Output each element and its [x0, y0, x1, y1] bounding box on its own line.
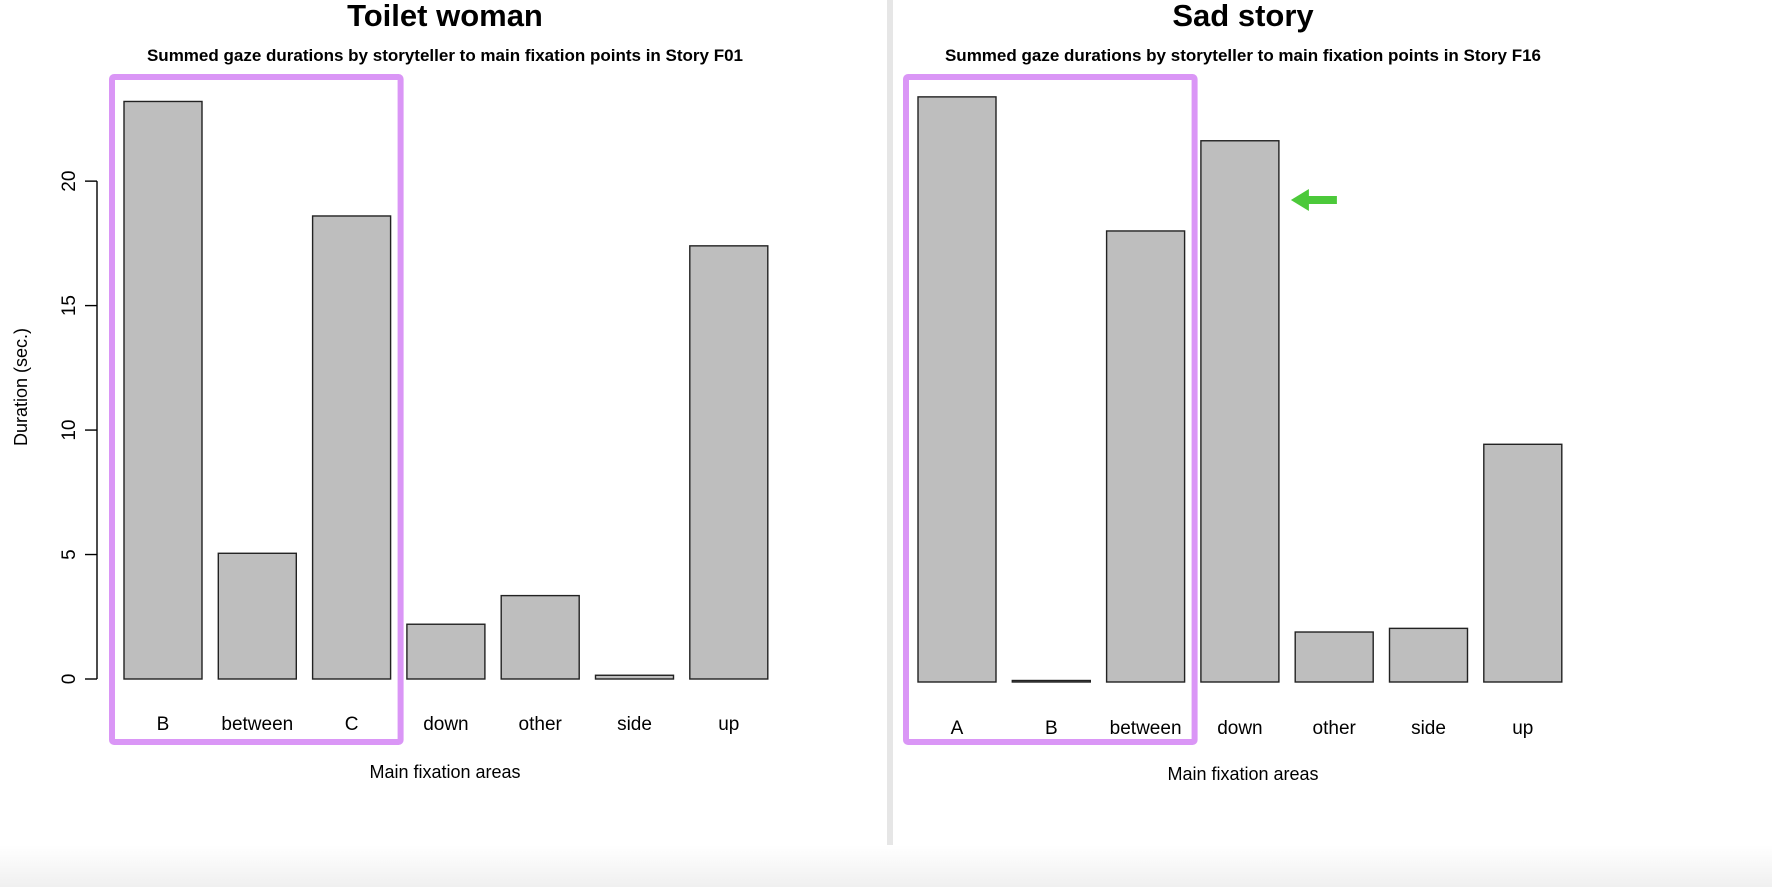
right-green-arrow-icon: [1290, 189, 1337, 211]
left-category-label-other: other: [519, 714, 563, 735]
right-highlight-box: [903, 74, 1198, 745]
right-bar-other: [1294, 631, 1374, 683]
left-bar-down: [406, 623, 486, 680]
left-chart-heading: Toilet woman: [347, 0, 543, 33]
left-category-label-up: up: [718, 714, 739, 735]
left-category-label-side: side: [617, 714, 652, 735]
chart-left-svg: Toilet woman Summed gaze durations by sto…: [11, 0, 769, 782]
chart-right-svg: Sad story Summed gaze durations by storyt…: [903, 0, 1563, 784]
right-category-label-A: A: [951, 718, 964, 739]
arrow-shaft: [1306, 196, 1337, 204]
right-category-label-side: side: [1411, 718, 1446, 739]
arrow-head: [1290, 189, 1309, 211]
left-bar-other: [500, 594, 580, 680]
left-bar-up: [689, 245, 769, 680]
left-bar-side: [594, 674, 675, 680]
left-y-tick-label-20: 20: [59, 171, 80, 192]
left-bar-C: [311, 215, 392, 680]
left-x-axis-title: Main fixation areas: [369, 762, 520, 782]
right-bar-A: [917, 96, 997, 683]
left-bar-B: [123, 100, 203, 680]
right-category-label-up: up: [1512, 718, 1533, 739]
right-category-label-down: down: [1217, 718, 1262, 739]
right-x-axis-title: Main fixation areas: [1167, 764, 1318, 784]
right-bar-up: [1483, 443, 1563, 683]
left-category-label-C: C: [345, 714, 359, 735]
left-category-label-B: B: [157, 714, 170, 735]
right-bar-side: [1388, 627, 1469, 683]
chart-panel-left: Toilet woman Summed gaze durations by sto…: [10, 0, 769, 782]
left-y-tick-label-10: 10: [59, 419, 80, 440]
left-bar-between: [217, 552, 298, 680]
left-y-axis-title: Duration (sec.): [11, 328, 31, 446]
right-chart-title: Summed gaze durations by storyteller to …: [945, 46, 1541, 65]
left-y-tick-label-5: 5: [59, 549, 80, 560]
right-chart-heading: Sad story: [1172, 0, 1314, 33]
right-category-label-other: other: [1313, 718, 1357, 739]
right-category-label-between: between: [1110, 718, 1182, 739]
left-highlight-box: [109, 74, 404, 745]
panel-divider: [887, 0, 893, 887]
right-category-label-B: B: [1045, 718, 1058, 739]
chart-panel-right: Sad story Summed gaze durations by storyt…: [890, 0, 1772, 887]
right-bar-down: [1200, 140, 1280, 683]
left-category-label-between: between: [221, 714, 293, 735]
left-category-label-down: down: [423, 714, 468, 735]
left-chart-title: Summed gaze durations by storyteller to …: [147, 46, 743, 65]
right-bar-B: [1011, 679, 1092, 683]
right-bar-between: [1105, 230, 1186, 683]
left-y-tick-label-15: 15: [59, 295, 80, 316]
bottom-band: [0, 845, 1772, 887]
left-y-tick-label-0: 0: [59, 674, 80, 685]
